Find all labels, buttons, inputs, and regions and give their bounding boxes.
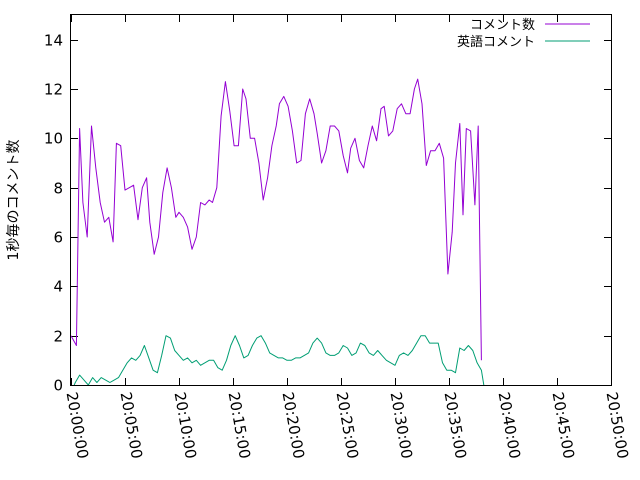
x-tick-label: 20:25:00	[333, 391, 362, 460]
x-tick-label: 20:10:00	[171, 391, 200, 460]
y-tick-label: 10	[44, 130, 63, 148]
legend-label-1: コメント数	[470, 18, 535, 33]
x-tick-label: 20:20:00	[279, 391, 308, 460]
y-tick-label: 12	[44, 81, 63, 99]
y-tick-label: 0	[53, 377, 63, 395]
series-line-1	[71, 78, 482, 361]
y-tick-label: 6	[53, 229, 63, 247]
y-tick-label: 4	[53, 278, 63, 296]
x-tick-label: 20:35:00	[441, 391, 470, 460]
plot-frame	[70, 14, 612, 386]
x-tick-label: 20:45:00	[549, 391, 578, 460]
x-tick-label: 20:05:00	[117, 391, 146, 460]
x-tick-label: 20:50:00	[603, 391, 632, 460]
x-axis-ticks: 20:00:00 20:05:00 20:10:00 20:15:00 20:20:00…	[63, 15, 632, 460]
series-layer	[71, 78, 485, 385]
y-axis-ticks: 0 2 4 6 8 10 12 14	[44, 32, 611, 395]
y-tick-label: 14	[44, 32, 63, 50]
x-tick-label: 20:30:00	[387, 391, 416, 460]
x-tick-label: 20:00:00	[63, 391, 92, 460]
series-line-2	[73, 335, 485, 385]
y-tick-label: 8	[53, 180, 63, 198]
legend-label-2: 英語コメント	[457, 34, 535, 50]
x-tick-label: 20:40:00	[495, 391, 524, 460]
y-axis-label: 1秒毎のコメント数	[6, 140, 22, 261]
x-tick-label: 20:15:00	[225, 391, 254, 460]
y-tick-label: 2	[53, 328, 63, 346]
